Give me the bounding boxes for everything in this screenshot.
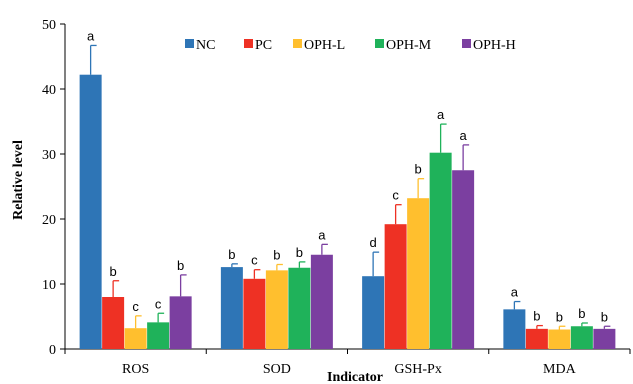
legend-label-oph-m: OPH-M xyxy=(386,38,432,53)
bar-oph-l-ros xyxy=(124,328,147,349)
significance-label: b xyxy=(415,162,422,177)
x-tick-label: GSH-Px xyxy=(394,362,441,377)
bar-pc-gsh-px xyxy=(384,224,407,349)
significance-label: c xyxy=(132,299,139,314)
significance-label: a xyxy=(437,107,445,122)
significance-label: b xyxy=(296,245,303,260)
x-tick-label: MDA xyxy=(543,362,577,377)
y-tick-label: 30 xyxy=(42,148,56,163)
significance-label: a xyxy=(87,28,95,43)
significance-label: b xyxy=(273,248,280,263)
significance-label: b xyxy=(556,309,563,324)
bar-pc-ros xyxy=(102,297,125,349)
legend-swatch-oph-l xyxy=(293,39,302,48)
x-axis-ticks: ROS SOD GSH-Px MDA xyxy=(64,349,631,377)
bar-nc-ros xyxy=(79,74,102,349)
significance-label: b xyxy=(177,258,184,273)
significance-label: b xyxy=(110,264,117,279)
significance-label: c xyxy=(251,253,258,268)
bar-oph-m-ros xyxy=(147,322,170,349)
significance-label: c xyxy=(155,296,162,311)
significance-label: a xyxy=(318,227,326,242)
y-tick-label: 40 xyxy=(42,83,56,98)
significance-label: a xyxy=(511,285,519,300)
y-tick-label: 0 xyxy=(49,343,56,358)
legend-label-oph-l: OPH-L xyxy=(304,38,345,53)
y-tick-label: 20 xyxy=(42,213,56,228)
legend-swatch-pc xyxy=(244,39,253,48)
significance-label: d xyxy=(370,235,377,250)
significance-label: c xyxy=(392,188,399,203)
legend-swatch-oph-h xyxy=(462,39,471,48)
bar-oph-l-sod xyxy=(265,270,288,349)
bar-oph-l-gsh-px xyxy=(407,198,430,349)
y-axis-ticks: 0 10 20 30 40 50 xyxy=(42,18,65,358)
bar-nc-gsh-px xyxy=(362,276,385,349)
legend-label-nc: NC xyxy=(196,38,215,53)
bar-pc-mda xyxy=(525,328,548,349)
bar-oph-h-ros xyxy=(169,296,192,349)
significance-label: b xyxy=(578,306,585,321)
bar-pc-sod xyxy=(243,278,266,349)
significance-label: a xyxy=(460,128,468,143)
significance-label: b xyxy=(601,309,608,324)
bar-oph-h-sod xyxy=(310,254,333,349)
legend-label-pc: PC xyxy=(255,38,272,53)
bar-oph-h-gsh-px xyxy=(452,170,475,349)
bar-nc-mda xyxy=(503,309,526,349)
x-tick-label: ROS xyxy=(122,362,149,377)
legend: NC PC OPH-L OPH-M OPH-H xyxy=(185,38,516,53)
significance-label: b xyxy=(228,247,235,262)
legend-swatch-nc xyxy=(185,39,194,48)
bar-nc-sod xyxy=(220,267,243,349)
legend-label-oph-h: OPH-H xyxy=(473,38,516,53)
x-tick-label: SOD xyxy=(263,362,291,377)
bar-oph-m-mda xyxy=(570,326,593,349)
bar-oph-m-sod xyxy=(288,267,311,349)
significance-label: b xyxy=(533,309,540,324)
x-axis-title: Indicator xyxy=(327,370,383,384)
legend-swatch-oph-m xyxy=(375,39,384,48)
bar-oph-h-mda xyxy=(593,328,616,349)
y-tick-label: 10 xyxy=(42,278,56,293)
y-tick-label: 50 xyxy=(42,18,56,33)
y-axis-title: Relative level xyxy=(11,140,26,220)
bar-oph-l-mda xyxy=(548,329,571,349)
bar-oph-m-gsh-px xyxy=(429,152,452,349)
